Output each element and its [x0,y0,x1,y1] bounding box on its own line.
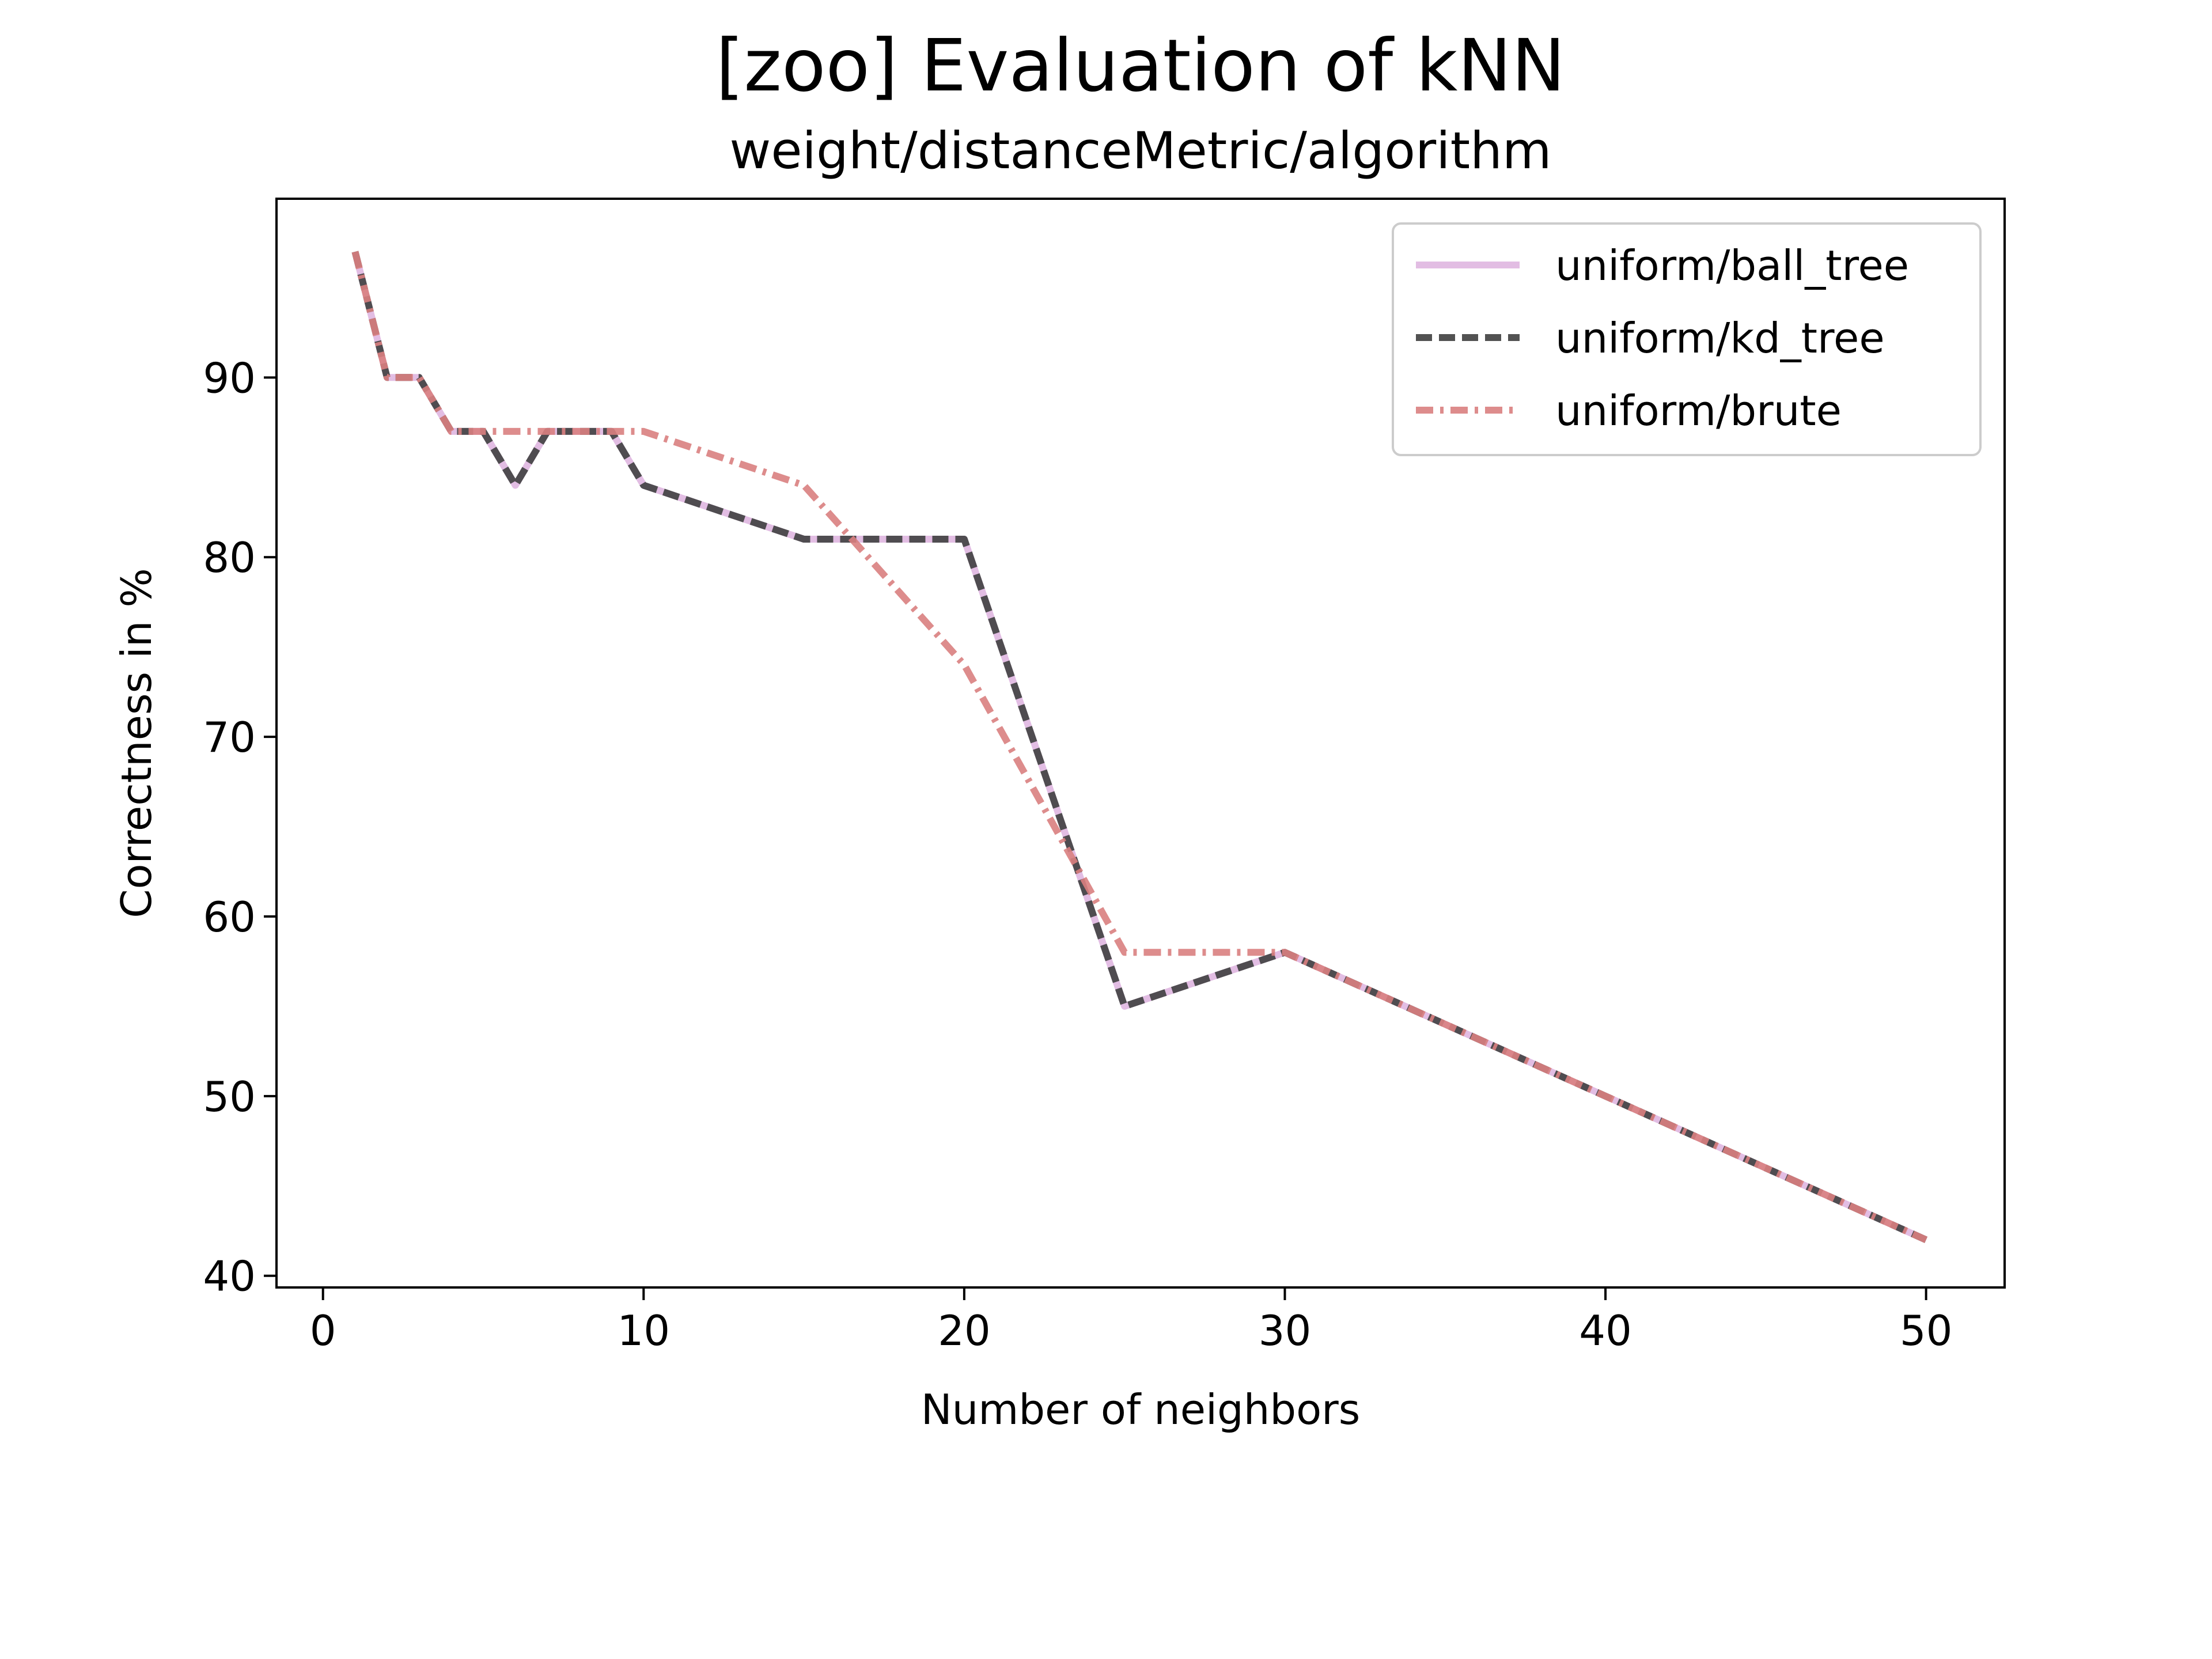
legend-label-2: uniform/kd_tree [1555,314,1885,362]
chart-subtitle: weight/distanceMetric/algorithm [729,121,1551,180]
y-tick-label: 40 [203,1252,256,1301]
x-tick-label: 20 [938,1306,991,1355]
x-tick-label: 30 [1259,1306,1312,1355]
y-tick-label: 70 [203,713,256,762]
series-line-3 [351,251,1928,1243]
y-tick-label: 50 [203,1073,256,1121]
x-tick-label: 10 [617,1306,670,1355]
chart-title: [zoo] Evaluation of kNN [716,24,1566,108]
axes-frame [275,198,2006,1289]
x-tick-label: 40 [1579,1306,1632,1355]
legend: uniform/ball_tree uniform/kd_tree uniform/… [1392,222,1982,456]
y-tick-label: 80 [203,533,256,582]
x-axis: 0 10 20 30 40 50 [310,1287,1953,1355]
legend-box [1392,222,1982,456]
y-axis: 40 50 60 70 80 90 [203,354,276,1301]
legend-label-1: uniform/ball_tree [1555,241,1909,290]
x-axis-label: Number of neighbors [921,1385,1361,1434]
x-tick-label: 0 [310,1306,336,1355]
x-tick-label: 50 [1900,1306,1953,1355]
y-tick-label: 90 [203,354,256,402]
y-tick-label: 60 [203,893,256,941]
y-axis-label: Correctness in % [112,568,161,918]
legend-label-3: uniform/brute [1555,387,1842,435]
series-layer [351,251,1928,1243]
